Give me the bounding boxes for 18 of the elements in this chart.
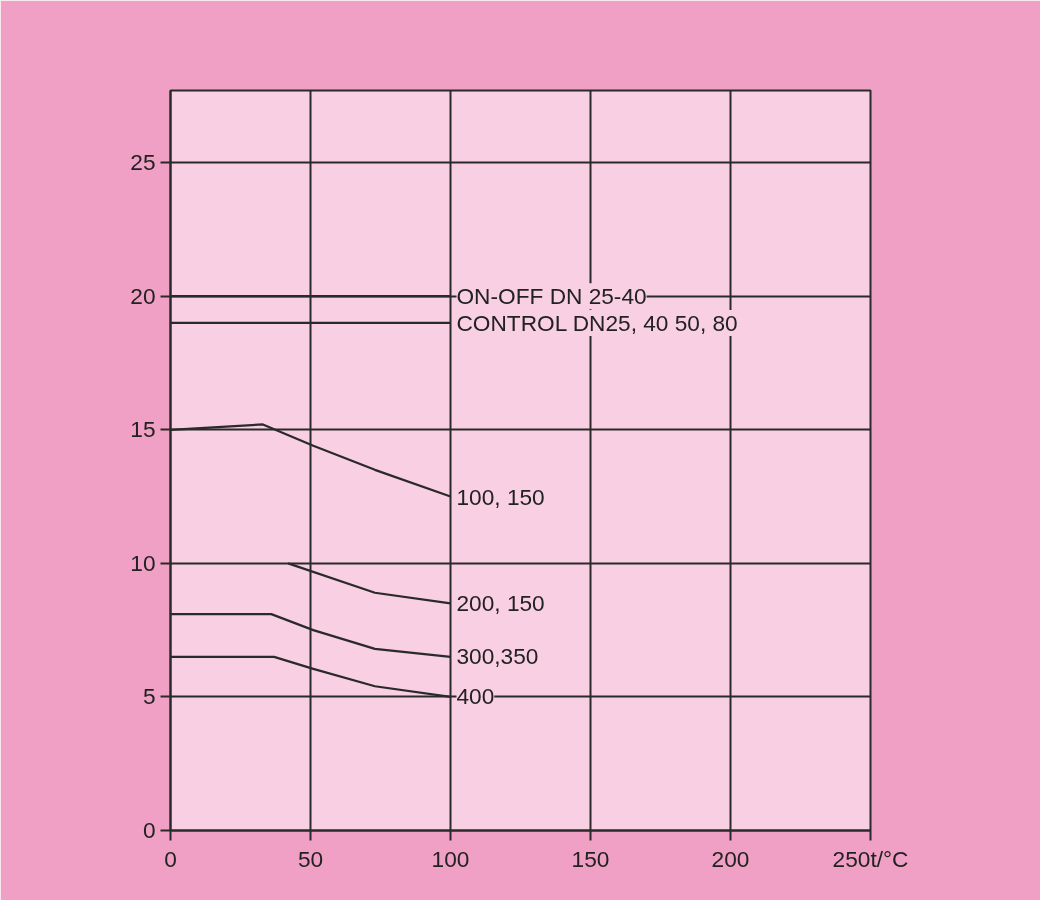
x-tick-label: 100 bbox=[431, 845, 470, 872]
x-tick-label: 150 bbox=[571, 845, 610, 872]
y-tick-label: 15 bbox=[130, 416, 156, 443]
series-label: ON-OFF DN 25-40 bbox=[456, 283, 647, 310]
series-label: 100, 150 bbox=[456, 483, 545, 510]
y-tick-label: 10 bbox=[130, 549, 156, 576]
y-tick-label: 5 bbox=[142, 683, 156, 710]
x-tick-label: 250t/°C bbox=[832, 845, 909, 872]
series-label: CONTROL DN25, 40 50, 80 bbox=[456, 309, 738, 336]
y-tick-label: 20 bbox=[130, 282, 156, 309]
x-tick-label: 200 bbox=[711, 845, 750, 872]
y-tick-label: 25 bbox=[130, 149, 156, 176]
series-label: 300,350 bbox=[456, 643, 539, 670]
series-label: 400 bbox=[456, 683, 495, 710]
y-tick-label: 0 bbox=[142, 817, 156, 843]
series-label: 200, 150 bbox=[456, 590, 545, 617]
x-tick-label: 50 bbox=[297, 845, 324, 872]
x-tick-label: 0 bbox=[164, 845, 177, 872]
